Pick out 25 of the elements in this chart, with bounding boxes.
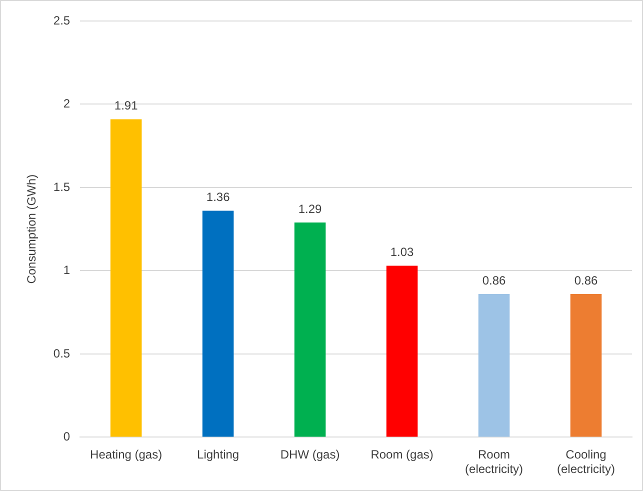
y-tick-label: 0	[63, 430, 70, 444]
y-tick-label: 1	[63, 263, 70, 278]
bar	[294, 222, 326, 437]
y-tick-label: 2.5	[53, 13, 70, 28]
x-tick-label: Lighting	[197, 448, 240, 462]
x-tick-label: Heating (gas)	[90, 448, 162, 462]
data-label: 1.91	[114, 98, 138, 113]
data-label: 1.03	[390, 245, 414, 260]
x-tick-label: Cooling (electricity)	[557, 448, 616, 476]
data-label: 0.86	[574, 273, 598, 288]
data-label: 1.29	[298, 202, 322, 216]
y-axis-title: Consumption (GWh)	[24, 174, 39, 284]
x-tick-label: Room (gas)	[370, 448, 434, 462]
y-tick-label: 1.5	[53, 180, 70, 194]
data-label: 0.86	[482, 273, 506, 288]
bar	[386, 266, 418, 437]
bar	[202, 210, 234, 437]
y-tick-label: 2	[63, 96, 70, 111]
x-tick-label: DHW (gas)	[280, 448, 340, 462]
bar	[110, 119, 142, 437]
bar	[478, 294, 510, 437]
x-tick-label: Room (electricity)	[465, 448, 524, 476]
y-tick-label: 0.5	[53, 346, 70, 360]
bar	[570, 294, 602, 437]
data-label: 1.36	[206, 190, 230, 204]
